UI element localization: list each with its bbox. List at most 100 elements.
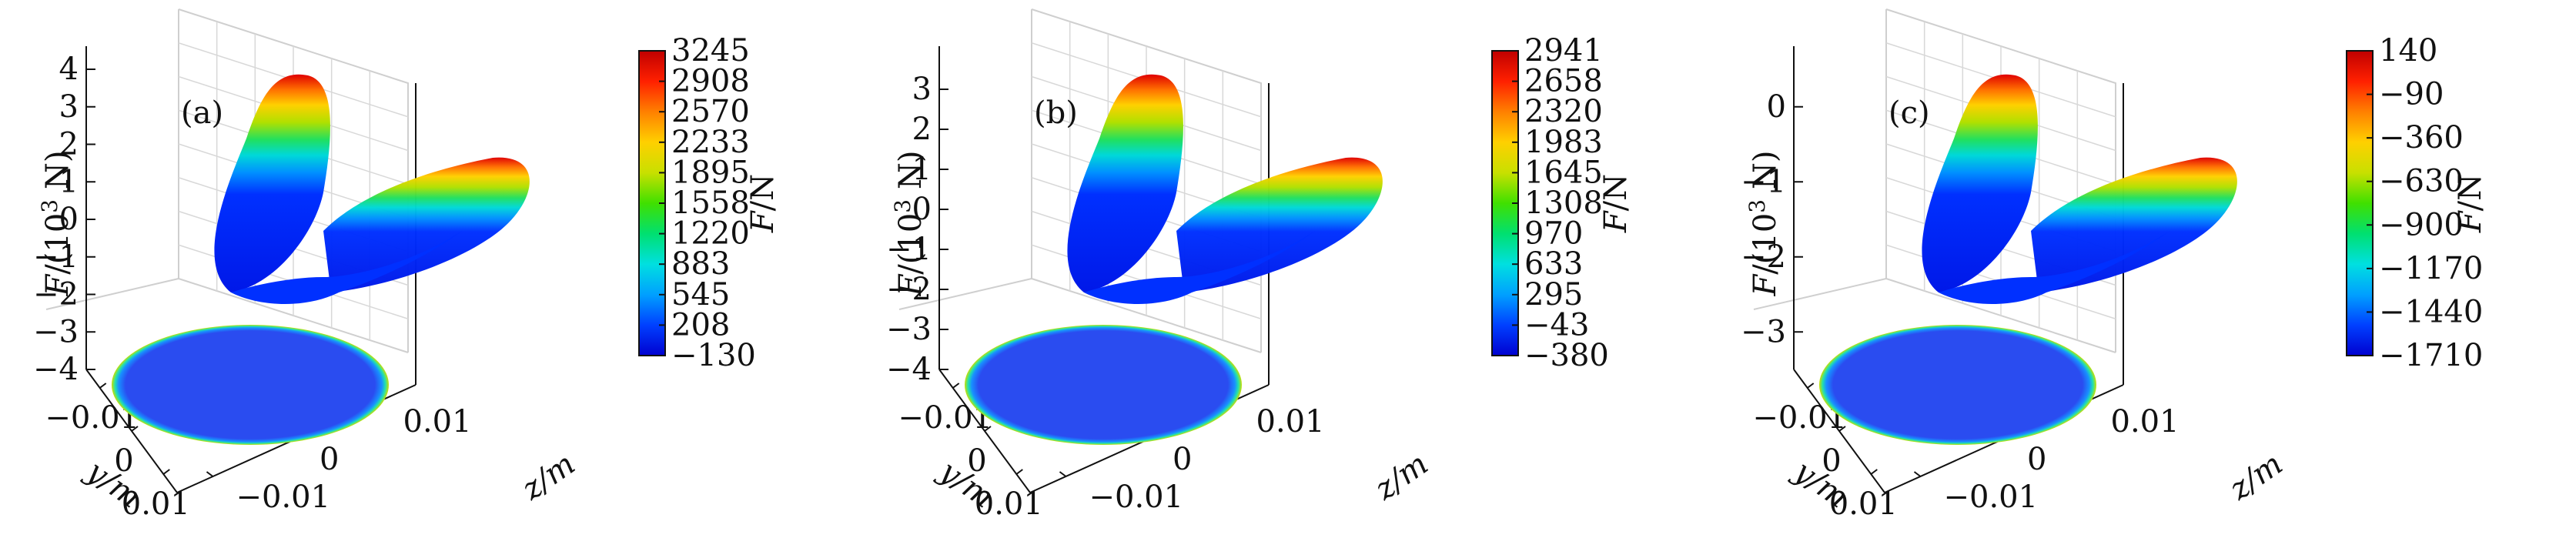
y-tick-label: 0: [967, 443, 986, 479]
colorbar-tick-label: 970: [1524, 216, 1583, 252]
colorbar-title: F/N: [2453, 174, 2488, 233]
colorbar-tick-label: 2941: [1524, 33, 1603, 69]
z-axis-title: F/(103 N): [1745, 151, 1783, 297]
colorbar-tick-label: 2570: [671, 94, 750, 129]
z-tick-label: −4: [33, 352, 79, 387]
colorbar-tick-label: 2658: [1524, 64, 1603, 99]
colorbar-title: F/N: [1598, 174, 1634, 233]
floor-disk: [965, 325, 1242, 445]
colorbar-title-italic: F: [2453, 210, 2488, 233]
z-tick-label: 3: [59, 89, 79, 125]
y-tick-label: 0: [114, 443, 133, 479]
colorbar-tick-label: 2233: [671, 125, 750, 160]
colorbar-tick-label: −43: [1524, 307, 1589, 343]
colorbar-tick-label: −900: [2379, 207, 2464, 242]
y-tick-label: 0.01: [1829, 486, 1898, 522]
floor-disk: [112, 325, 389, 445]
z-axis-title: F/(103 N): [37, 151, 75, 297]
colorbar-tick-label: 1558: [671, 185, 750, 221]
colorbar-title-rest: /N: [2453, 174, 2488, 211]
colorbar-tick-label: 1895: [671, 155, 750, 190]
colorbar-tick-label: −1710: [2379, 338, 2483, 373]
z-tick-label: 3: [912, 72, 932, 107]
x-axis-title: z/m: [2223, 446, 2290, 508]
z-axis-title-italic: F: [1748, 273, 1783, 296]
panel-label: (a): [181, 95, 223, 131]
x-tick-label: −0.01: [1089, 480, 1184, 515]
z-tick-label: 4: [59, 52, 79, 87]
colorbar-tick-label: −130: [671, 338, 756, 373]
y-tick-label: 0: [1822, 443, 1841, 479]
colorbar-tick-label: 295: [1524, 277, 1583, 312]
colorbar: [2346, 50, 2374, 356]
z-axis-title-sup: 3: [37, 199, 62, 213]
colorbar-tick-label: 140: [2379, 33, 2437, 69]
y-tick: [1870, 469, 1878, 475]
z-tick-label: −3: [33, 314, 79, 349]
x-tick-label: 0: [319, 442, 339, 477]
surface-lobe-left: [1067, 74, 1183, 292]
colorbar-tick-label: −1170: [2379, 251, 2483, 286]
surface-lobe-left: [1922, 74, 2038, 292]
colorbar-tick-label: 208: [671, 307, 730, 343]
x-tick-label: 0.01: [403, 404, 472, 439]
z-tick-label: −1: [33, 239, 79, 275]
z-axis-title-main: /(10: [1748, 213, 1783, 275]
colorbar-tick-label: 2320: [1524, 94, 1603, 129]
colorbar-tick-label: −1440: [2379, 294, 2483, 329]
y-tick-label: 0.01: [975, 486, 1043, 522]
z-tick-label: 0: [59, 202, 79, 237]
x-tick-label: 0: [2027, 442, 2046, 477]
z-axis-title-tail: N): [40, 151, 75, 199]
z-tick-label: −2: [1741, 239, 1786, 275]
z-tick-label: 0: [912, 192, 932, 227]
z-axis-title-tail: N): [893, 151, 928, 199]
colorbar-tick-label: −90: [2379, 77, 2444, 112]
colorbar-tick-label: −360: [2379, 120, 2464, 155]
x-tick: [206, 471, 214, 477]
z-axis-title-main: /(10: [893, 213, 928, 275]
z-tick-label: 2: [59, 127, 79, 162]
x-tick-label: 0: [1173, 442, 1192, 477]
colorbar-title-italic: F: [1598, 210, 1634, 233]
z-axis-title-sup: 3: [890, 199, 915, 213]
surface-base: [231, 231, 462, 304]
colorbar-tick-label: 1983: [1524, 125, 1603, 160]
surface-lobe-right: [2031, 157, 2237, 292]
colorbar-tick-label: 883: [671, 246, 730, 282]
z-axis-title-tail: N): [1748, 151, 1783, 199]
x-tick: [1913, 471, 1922, 477]
colorbar-tick-label: −630: [2379, 164, 2464, 199]
colorbar-title-italic: F: [745, 210, 781, 233]
y-tick: [99, 383, 107, 389]
colorbar-tick-label: 1645: [1524, 155, 1603, 190]
colorbar-tick-label: 1220: [671, 216, 750, 252]
y-tick: [1807, 383, 1815, 389]
surface-lobe-left: [214, 74, 330, 292]
colorbar-title-rest: /N: [745, 174, 781, 211]
z-tick-label: −1: [1741, 164, 1786, 199]
colorbar-tick-label: 2908: [671, 64, 750, 99]
surface-lobe-right: [1176, 157, 1383, 292]
colorbar-tick-label: −380: [1524, 338, 1609, 373]
surface-lobe-right: [323, 157, 530, 292]
colorbar-title-rest: /N: [1598, 174, 1634, 211]
x-tick-label: −0.01: [236, 480, 331, 515]
x-axis-title: z/m: [515, 446, 582, 508]
y-tick: [984, 426, 992, 432]
colorbar-tick-label: 3245: [671, 33, 750, 69]
z-axis-title-italic: F: [893, 273, 928, 296]
z-tick-label: 0: [1767, 89, 1786, 125]
z-axis-title-sup: 3: [1745, 199, 1770, 213]
z-axis-title: F/(103 N): [890, 151, 928, 297]
z-tick-label: −1: [886, 232, 932, 267]
y-tick: [952, 383, 960, 389]
x-tick-label: −0.01: [1944, 480, 2039, 515]
y-tick: [131, 426, 139, 432]
panel-label: (b): [1034, 95, 1078, 131]
colorbar-title: F/N: [745, 174, 781, 233]
